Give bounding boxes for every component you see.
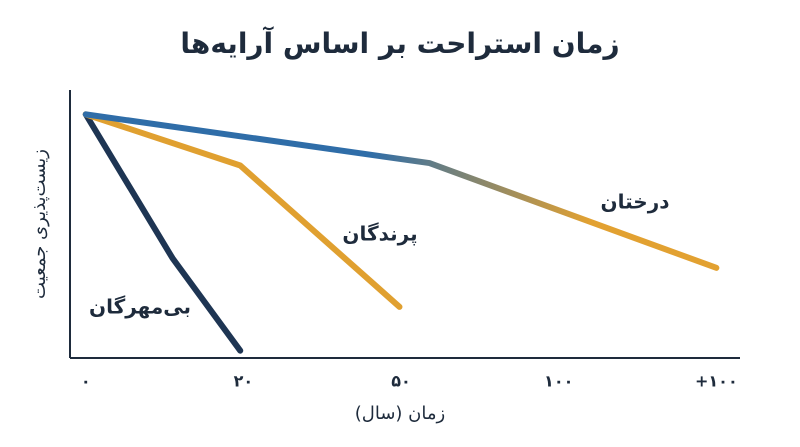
series-line bbox=[82, 111, 720, 271]
x-tick-label: ۱۰۰ bbox=[544, 372, 573, 391]
series-label: پرندگان bbox=[342, 222, 417, 247]
chart-title: زمان استراحت بر اساس آرایه‌ها bbox=[180, 26, 619, 60]
x-tick-label: +۱۰۰ bbox=[695, 372, 738, 391]
series-label: درختان bbox=[601, 190, 670, 214]
x-tick-label: ۵۰ bbox=[391, 372, 411, 391]
x-tick-label: ۲۰ bbox=[234, 372, 254, 391]
y-axis-label: زیست‌پذیری جمعیت bbox=[29, 149, 50, 299]
series-label: بی‌مهرگان bbox=[89, 295, 191, 319]
x-tick-label: ۰ bbox=[81, 372, 91, 391]
x-axis-label: زمان (سال) bbox=[355, 403, 445, 424]
series-line bbox=[82, 111, 403, 310]
series-line bbox=[82, 111, 244, 354]
